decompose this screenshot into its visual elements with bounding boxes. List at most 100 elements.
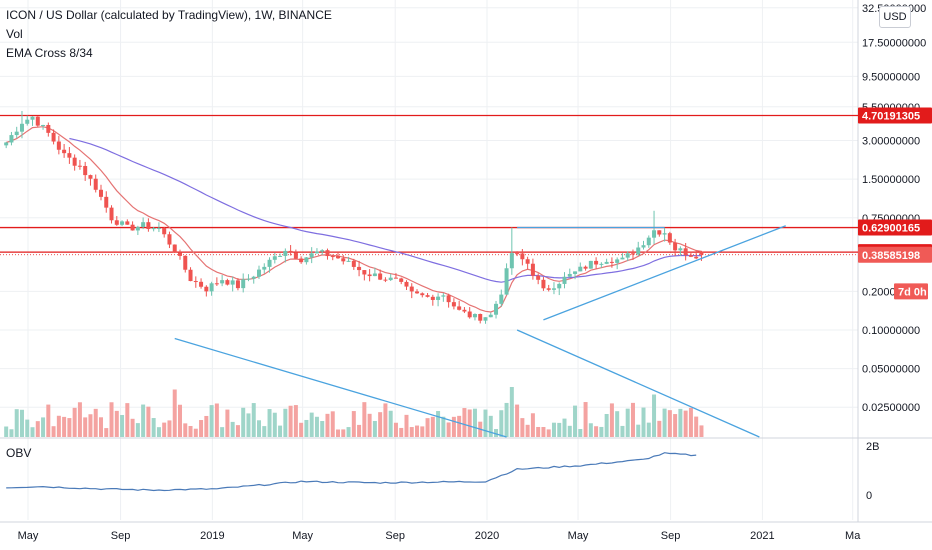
volume-bar: [98, 417, 103, 437]
volume-bar: [35, 421, 40, 437]
candle-body: [93, 178, 98, 190]
volume-bar: [278, 425, 283, 437]
candle-body: [652, 230, 657, 238]
volume-bar: [346, 427, 351, 437]
volume-bar: [557, 422, 562, 437]
volume-bar: [293, 405, 298, 437]
volume-bar: [636, 424, 641, 437]
candle-body: [573, 271, 578, 274]
volume-bar: [699, 425, 704, 437]
volume-bar: [130, 418, 135, 437]
candle-body: [699, 251, 704, 255]
volume-bar: [562, 418, 567, 437]
candle-body: [393, 277, 398, 279]
candle-body: [325, 250, 330, 257]
price-tag-label: 4.70191305: [862, 111, 920, 123]
candle-body: [578, 266, 583, 272]
candle-body: [678, 248, 683, 251]
candle-body: [451, 302, 456, 307]
volume-bar: [409, 427, 414, 437]
candle-body: [72, 157, 77, 166]
volume-bar: [241, 407, 246, 437]
candle-body: [351, 260, 356, 267]
volume-bar: [425, 418, 430, 437]
candle-body: [604, 261, 609, 264]
candle-body: [441, 295, 446, 297]
candle-body: [430, 296, 435, 300]
volume-bar: [599, 426, 604, 437]
candle-body: [367, 274, 372, 277]
candle-body: [146, 222, 151, 230]
candle-body: [462, 309, 467, 312]
volume-bar: [83, 417, 88, 437]
candle-body: [41, 124, 46, 126]
trendline-layer[interactable]: [174, 225, 786, 438]
candle-body: [457, 306, 462, 310]
volume-layer: [4, 387, 704, 437]
volume-bar: [525, 424, 530, 437]
candle-body: [372, 273, 377, 277]
volume-bar: [546, 429, 551, 437]
obv-tick-label: 0: [866, 490, 872, 502]
trendline[interactable]: [516, 329, 760, 438]
volume-bar: [393, 422, 398, 437]
volume-bar: [262, 426, 267, 437]
obv-layer: [6, 452, 697, 492]
volume-bar: [625, 408, 630, 437]
grid-layer: [0, 0, 932, 523]
symbol-title[interactable]: ICON / US Dollar (calculated by TradingV…: [6, 8, 332, 22]
volume-bar: [652, 394, 657, 437]
volume-bar: [230, 421, 235, 437]
trendline[interactable]: [543, 225, 786, 321]
volume-bar: [451, 416, 456, 437]
candle-body: [199, 281, 204, 287]
trendline[interactable]: [174, 337, 507, 438]
price-tick-label: 3.00000000: [862, 136, 920, 148]
currency-button[interactable]: USD: [879, 6, 911, 28]
volume-bar: [372, 420, 377, 437]
volume-bar: [225, 409, 230, 437]
price-tick-label: 9.50000000: [862, 71, 920, 83]
candle-body: [114, 220, 119, 225]
volume-bar: [330, 411, 335, 437]
volume-bar: [646, 422, 651, 437]
volume-bar: [357, 424, 362, 437]
candle-body: [472, 314, 477, 318]
candle-body: [673, 242, 678, 251]
volume-bar: [325, 413, 330, 437]
candle-body: [530, 263, 535, 276]
volume-bar: [288, 405, 293, 437]
candle-body: [688, 255, 693, 257]
obv-indicator-label[interactable]: OBV: [6, 446, 32, 460]
price-tag: [894, 283, 928, 300]
candle-body: [509, 253, 514, 269]
volume-bar: [246, 413, 251, 437]
volume-bar: [304, 419, 309, 437]
time-tick-label: Ma: [845, 530, 861, 542]
candle-body: [299, 258, 304, 263]
price-tag-label: 0.62900165: [862, 223, 920, 235]
time-tick-label: Sep: [385, 530, 405, 542]
candle-body: [283, 250, 288, 256]
candle-body: [309, 253, 314, 258]
time-tick-label: Sep: [111, 530, 131, 542]
candle-body: [130, 224, 135, 231]
candle-body: [525, 259, 530, 264]
volume-bar: [188, 426, 193, 437]
volume-bar: [62, 416, 67, 437]
volume-bar: [162, 422, 167, 437]
candle-body: [246, 278, 251, 280]
candle-body: [314, 251, 319, 254]
candle-body: [341, 258, 346, 262]
volume-bar: [309, 412, 314, 437]
candle-body: [346, 260, 351, 262]
volume-bar: [183, 423, 188, 437]
candle-body: [172, 244, 177, 253]
candle-body: [98, 189, 103, 197]
candle-body: [241, 279, 246, 289]
volume-bar: [520, 418, 525, 437]
candle-body: [646, 237, 651, 246]
volume-indicator-label[interactable]: Vol: [6, 27, 23, 41]
ema-indicator-label[interactable]: EMA Cross 8/34: [6, 46, 93, 60]
